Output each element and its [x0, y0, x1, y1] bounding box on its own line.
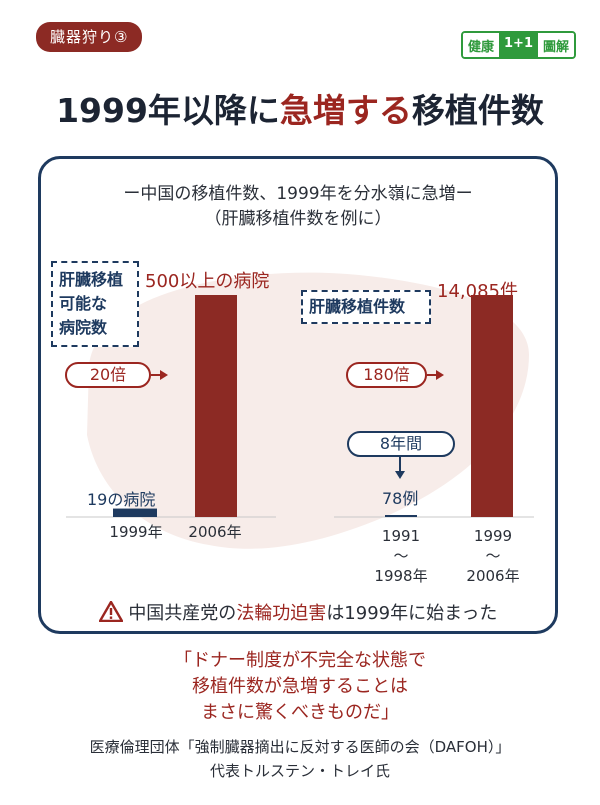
quote-line: まさに驚くべきものだ」	[201, 702, 399, 723]
bar-value-label-1991-1998: 78例	[382, 489, 419, 508]
warning-highlight: 法輪功迫害	[236, 603, 327, 624]
quote-block: 「ドナー制度が不完全な状態で 移植件数が急増することは まさに驚くべきものだ」	[0, 648, 600, 726]
arrow-180x-head-icon	[436, 370, 444, 380]
logo-text-1: 健康	[462, 33, 499, 57]
page-title: 1999年以降に急増する移植件数	[0, 84, 600, 132]
warning-icon	[98, 600, 123, 623]
tick-label-1999-2006: 1999 〜 2006年	[453, 526, 533, 586]
tick-line: 1991	[381, 527, 421, 545]
quote-line: 「ドナー制度が不完全な状態で	[174, 650, 426, 671]
panel2-label: 肝臓移植件数	[309, 297, 406, 316]
bar-1999-2006	[471, 295, 513, 517]
panel2-label-box: 肝臓移植件数	[301, 290, 431, 324]
period-8yrs-label: 8年間	[347, 431, 455, 457]
bar-1991-1998	[385, 515, 417, 517]
warning-post: は1999年に始まった	[326, 603, 498, 624]
bar-2006	[195, 295, 237, 517]
title-highlight: 急増する	[279, 91, 412, 130]
tick-label-1999: 1999年	[109, 523, 163, 541]
tick-label-2006: 2006年	[188, 523, 242, 541]
warning-note: 中国共産党の法輪功迫害は1999年に始まった	[41, 599, 555, 625]
chart-title: ー中国の移植件数、1999年を分水嶺に急増ー	[123, 184, 473, 204]
tick-line: 〜	[485, 547, 501, 565]
panel1-label-box: 肝臓移植 可能な 病院数	[51, 261, 139, 347]
panel1-label-line: 病院数	[59, 318, 108, 337]
bar-value-label-1999: 19の病院	[87, 490, 156, 509]
tick-line: 1999	[473, 527, 513, 545]
quote-line: 移植件数が急増することは	[192, 676, 408, 697]
title-post: 移植件数	[411, 91, 544, 130]
source-line: 医療倫理団体「強制臓器摘出に反対する医師の会（DAFOH）」	[89, 738, 511, 756]
quote-source: 医療倫理団体「強制臓器摘出に反対する医師の会（DAFOH）」 代表トルステン・ト…	[0, 735, 600, 783]
logo-text-2: 1+1	[499, 33, 538, 57]
tick-line: 1998年	[374, 567, 428, 585]
warning-pre: 中国共産党の	[128, 603, 237, 624]
bar-1999	[113, 508, 157, 517]
arrow-8yrs-head-icon	[395, 471, 405, 479]
tick-line: 〜	[393, 547, 409, 565]
logo-text-3: 圖解	[537, 33, 574, 57]
ratio-20x-label: 20倍	[65, 362, 151, 388]
bar-value-label-2006: 500以上の病院	[145, 271, 270, 292]
panel1-label-line: 肝臓移植	[59, 270, 124, 289]
tick-label-1991-1998: 1991 〜 1998年	[361, 526, 441, 586]
bar-value-label-1999-2006: 14,085件	[437, 281, 518, 302]
panel1-label-line: 可能な	[59, 294, 108, 313]
chart-card: ー中国の移植件数、1999年を分水嶺に急増ー （肝臓移植件数を例に） 肝臓移植 …	[38, 156, 558, 634]
tick-line: 2006年	[466, 567, 520, 585]
series-badge: 臓器狩り③	[36, 22, 143, 52]
arrow-20x-head-icon	[160, 370, 168, 380]
chart-plot	[66, 295, 534, 518]
chart-subtitle: （肝臓移植件数を例に）	[204, 209, 392, 229]
brand-logo: 健康 1+1 圖解	[460, 31, 576, 59]
source-line: 代表トルステン・トレイ氏	[209, 762, 390, 780]
ratio-180x-label: 180倍	[346, 362, 427, 388]
title-pre: 1999年以降に	[56, 91, 280, 130]
